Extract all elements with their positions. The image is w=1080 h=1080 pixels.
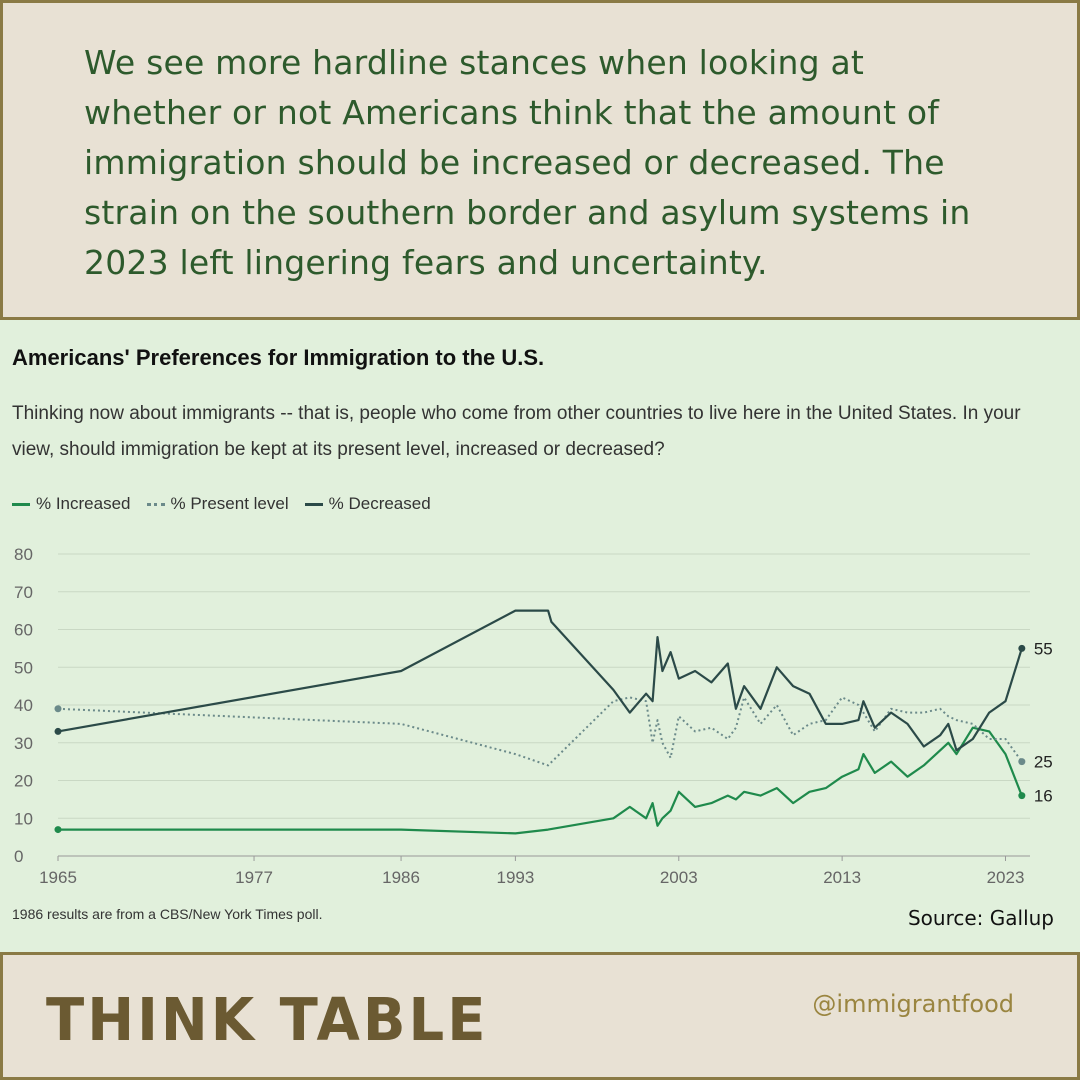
source-credit: Source: Gallup: [907, 906, 1054, 930]
y-tick-label: 50: [14, 658, 33, 677]
social-handle[interactable]: @immigrantfood: [812, 990, 1014, 1018]
series-increased-end-point: [1018, 792, 1026, 800]
series-increased-end-label: 16: [1034, 787, 1053, 806]
y-tick-label: 80: [14, 545, 33, 564]
legend-decreased-swatch: [304, 502, 323, 506]
chart-subtitle: Thinking now about immigrants -- that is…: [12, 403, 1021, 460]
y-tick-label: 20: [14, 772, 33, 791]
y-tick-label: 60: [14, 621, 33, 640]
series-present-level-end-point: [1018, 758, 1026, 766]
x-tick-label: 2013: [823, 868, 861, 887]
headline-text: We see more hardline stances when lookin…: [84, 43, 971, 282]
logo-word-table: TABLE: [279, 986, 489, 1055]
y-tick-label: 30: [14, 734, 33, 753]
series-decreased-end-label: 55: [1034, 639, 1053, 658]
think-table-logo: THINK TABLE: [46, 986, 488, 1054]
chart-panel: [0, 320, 1080, 952]
x-tick-label: 1977: [235, 868, 273, 887]
series-decreased-line: [57, 609, 1023, 752]
series-present-level-start-point: [54, 705, 62, 713]
x-tick-label: 1965: [39, 868, 77, 887]
legend-present-label: % Present level: [170, 494, 289, 513]
x-tick-label: 2003: [660, 868, 698, 887]
series-decreased-end-point: [1018, 644, 1026, 652]
legend-increased-label: % Increased: [36, 494, 131, 513]
legend-increased: % Increased: [12, 494, 131, 514]
footer-panel: [0, 952, 1080, 1080]
chart-title: Americans' Preferences for Immigration t…: [12, 345, 545, 370]
legend-decreased: % Decreased: [304, 494, 431, 514]
series-present-level-line: [57, 696, 1023, 767]
legend-present-swatch: [146, 502, 165, 506]
y-tick-label: 0: [14, 847, 23, 866]
chart-legend: % Increased % Present level % Decreased: [12, 494, 431, 514]
legend-increased-swatch: [12, 502, 30, 506]
series-present-level-end-label: 25: [1034, 753, 1053, 772]
series-increased-line: [58, 726, 1023, 835]
x-tick-label: 1993: [496, 868, 534, 887]
line-chart: 0 10 20 30 40 50 60 70 80 1965 1977 1986 1993 2003 201…: [14, 545, 1053, 887]
headline-panel: [0, 0, 1080, 320]
series-decreased-start-point: [54, 727, 62, 735]
y-tick-label: 10: [14, 809, 33, 828]
legend-present: % Present level: [146, 494, 289, 514]
x-tick-label: 1986: [382, 868, 420, 887]
y-tick-label: 70: [14, 583, 33, 602]
logo-word-think: THINK: [46, 986, 258, 1055]
y-tick-label: 40: [14, 696, 33, 715]
x-tick-label: 2023: [987, 868, 1025, 887]
chart-footnote: 1986 results are from a CBS/New York Tim…: [12, 906, 323, 922]
legend-decreased-label: % Decreased: [328, 494, 431, 513]
series-increased-start-point: [54, 826, 62, 834]
